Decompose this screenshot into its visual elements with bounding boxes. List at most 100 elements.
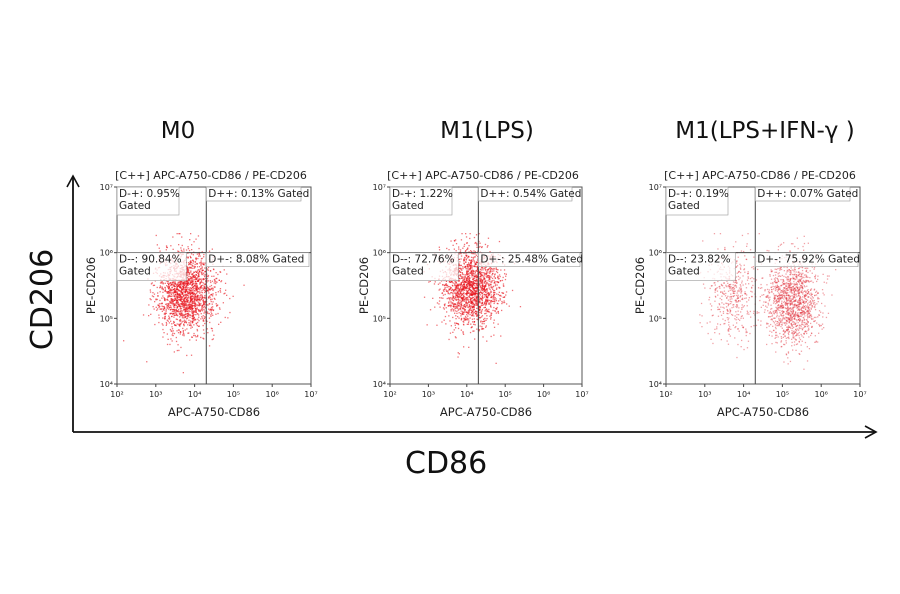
event-dot [499,275,501,278]
event-dot [467,267,469,269]
event-dot [734,315,736,317]
event-dot [177,288,179,290]
event-dot [777,267,779,270]
event-dot [183,333,185,335]
event-dot [486,300,488,302]
event-dot [465,268,467,270]
event-dot [468,310,470,313]
event-dot [190,267,192,269]
event-dot [801,311,803,313]
event-dot [797,328,799,330]
event-dot [789,303,791,305]
event-dot [191,284,193,286]
event-dot [169,290,171,292]
event-dot [182,305,184,307]
event-dot [475,296,478,298]
event-dot [164,312,166,314]
event-dot [466,255,468,258]
event-dot [179,295,181,297]
event-dot [452,305,454,307]
event-dot [796,290,798,292]
x-tick-label: 10³ [422,390,435,399]
event-dot [722,293,725,295]
event-dot [182,285,184,287]
event-dot [470,272,472,274]
event-dot [174,298,177,300]
event-dot [735,280,737,282]
event-dot [186,312,189,314]
event-dot [775,331,777,333]
event-dot [775,336,777,338]
event-dot [163,317,166,319]
event-dot [165,321,167,324]
event-dot [463,293,465,295]
event-dot [488,268,490,270]
event-dot [167,305,170,308]
event-dot [811,298,813,300]
event-dot [475,310,477,312]
event-dot [183,301,185,303]
event-dot [209,289,211,291]
event-dot [480,287,482,289]
event-dot [467,273,470,275]
event-dot [186,309,188,311]
event-dot [186,315,188,317]
event-dot [454,306,456,308]
event-dot [504,273,506,275]
event-dot [210,306,213,309]
event-dot [474,338,476,340]
event-dot [468,346,470,348]
event-dot [456,312,458,314]
event-dot [469,284,472,287]
event-dot [450,280,453,282]
event-dot [175,283,177,285]
event-dot [786,326,788,328]
event-dot [196,296,198,298]
event-dot [716,290,719,292]
event-dot [460,329,462,331]
event-dot [476,259,479,261]
event-dot [452,297,454,299]
event-dot [480,274,482,277]
event-dot [794,318,796,320]
event-dot [486,315,488,317]
event-dot [471,285,474,288]
event-dot [199,286,202,288]
event-dot [198,270,200,273]
event-dot [434,306,436,308]
event-dot [188,292,190,294]
event-dot [783,287,785,289]
event-dot [466,279,468,281]
event-dot [796,283,798,285]
event-dot [483,276,485,278]
event-dot [789,299,792,302]
event-dot [469,317,471,319]
event-dot [161,282,163,284]
event-dot [752,284,754,287]
event-dot [191,276,193,278]
event-dot [746,243,748,245]
event-dot [781,294,783,296]
event-dot [189,255,191,258]
event-dot [801,267,804,269]
event-dot [780,284,782,287]
event-dot [797,315,799,317]
event-dot [467,270,469,272]
event-dot [460,315,462,317]
event-dot [150,299,152,301]
event-dot [457,327,460,330]
event-dot [801,282,803,284]
event-dot [814,277,816,280]
event-dot [773,296,776,298]
event-dot [727,299,730,301]
event-dot [760,320,762,322]
event-dot [149,289,151,291]
event-dot [475,302,477,304]
event-dot [494,283,497,285]
event-dot [726,308,728,311]
event-dot [798,272,800,274]
event-dot [806,346,808,348]
event-dot [479,300,481,302]
event-dot [223,293,225,295]
event-dot [473,282,475,284]
